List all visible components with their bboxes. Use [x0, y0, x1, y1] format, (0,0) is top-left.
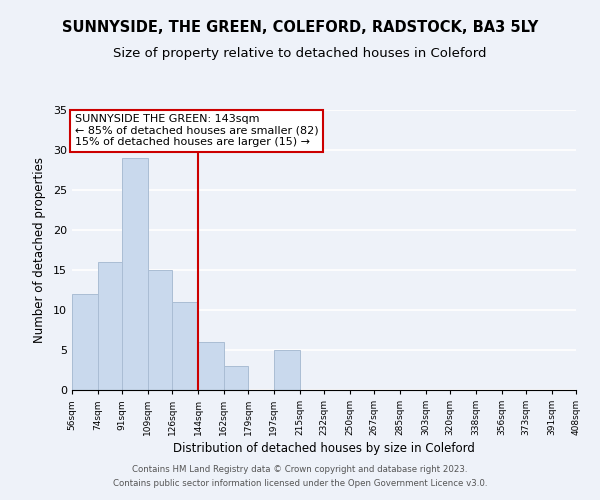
Bar: [148, 270, 172, 390]
Text: SUNNYSIDE THE GREEN: 143sqm
← 85% of detached houses are smaller (82)
15% of det: SUNNYSIDE THE GREEN: 143sqm ← 85% of det…: [75, 114, 319, 147]
Bar: [172, 302, 198, 390]
Bar: [122, 158, 148, 390]
Bar: [98, 262, 122, 390]
Text: Size of property relative to detached houses in Coleford: Size of property relative to detached ho…: [113, 48, 487, 60]
Bar: [274, 350, 299, 390]
X-axis label: Distribution of detached houses by size in Coleford: Distribution of detached houses by size …: [173, 442, 475, 456]
Bar: [72, 294, 98, 390]
Text: SUNNYSIDE, THE GREEN, COLEFORD, RADSTOCK, BA3 5LY: SUNNYSIDE, THE GREEN, COLEFORD, RADSTOCK…: [62, 20, 538, 35]
Bar: [198, 342, 224, 390]
Bar: [224, 366, 248, 390]
Text: Contains HM Land Registry data © Crown copyright and database right 2023.
Contai: Contains HM Land Registry data © Crown c…: [113, 466, 487, 487]
Y-axis label: Number of detached properties: Number of detached properties: [33, 157, 46, 343]
